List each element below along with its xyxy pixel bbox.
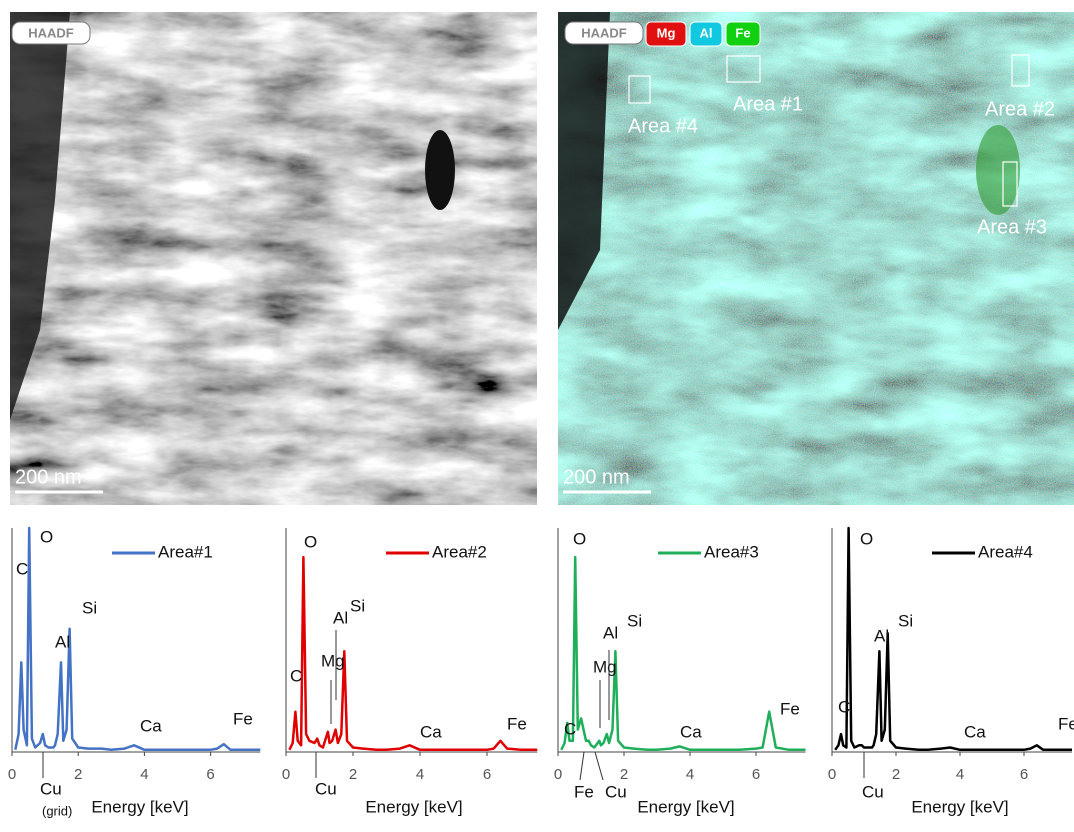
leader-line xyxy=(580,752,584,780)
peak-label: Ca xyxy=(680,722,702,741)
peak-label: Si xyxy=(627,611,642,630)
eds-map: HAADF Mg Al Fe 200 nm xyxy=(558,12,1074,505)
peak-label: Si xyxy=(898,611,913,630)
peak-label: Fe xyxy=(574,782,594,801)
region-label: Area #2 xyxy=(985,98,1055,120)
x-tick-label: 2 xyxy=(74,766,82,783)
x-axis-label: Energy [keV] xyxy=(637,797,734,816)
x-tick-label: 2 xyxy=(892,766,900,783)
region-label: Area #4 xyxy=(628,115,698,137)
x-tick-label: 4 xyxy=(956,766,964,783)
peak-label: O xyxy=(573,529,586,548)
peak-label: Mg xyxy=(593,657,617,676)
peak-label: Ca xyxy=(964,722,986,741)
spectrum-line xyxy=(15,528,260,750)
x-tick-label: 6 xyxy=(752,766,760,783)
peak-label: Fe xyxy=(233,709,253,728)
x-tick-label: 6 xyxy=(1020,766,1028,783)
figure: HAADF 200 nm HAADF Mg Al Fe 200 nm Area … xyxy=(0,0,1074,827)
x-tick-label: 0 xyxy=(282,766,290,783)
peak-label: C xyxy=(564,719,576,738)
x-tick-label: 0 xyxy=(554,766,562,783)
x-tick-label: 0 xyxy=(828,766,836,783)
x-tick-label: 2 xyxy=(349,766,357,783)
spectrum-line xyxy=(561,557,805,750)
label: HAADF xyxy=(581,25,627,40)
label: Al xyxy=(700,25,713,40)
scale-bar-label: 200 nm xyxy=(15,466,82,488)
x-tick-label: 6 xyxy=(483,766,491,783)
x-axis-label: Energy [keV] xyxy=(91,797,188,816)
peak-label: Al xyxy=(333,608,348,627)
fe-rich xyxy=(976,125,1020,215)
pore xyxy=(425,130,455,210)
x-tick-label: 4 xyxy=(140,766,148,783)
peak-label: C xyxy=(838,697,850,716)
peak-label: Fe xyxy=(780,699,800,718)
region-label: Area #3 xyxy=(977,216,1047,238)
label: Fe xyxy=(735,25,750,40)
legend-label: Area#1 xyxy=(158,542,213,561)
peak-label: Cu xyxy=(862,782,884,801)
peak-label: Cu xyxy=(40,779,62,798)
peak-label: C xyxy=(16,559,28,578)
peak-label: (grid) xyxy=(42,803,72,818)
x-tick-label: 4 xyxy=(686,766,694,783)
peak-label: Si xyxy=(350,596,365,615)
leader-line xyxy=(595,752,603,780)
peak-label: O xyxy=(860,529,873,548)
x-axis-label: Energy [keV] xyxy=(911,797,1008,816)
peak-label: Ca xyxy=(140,716,162,735)
x-axis-label: Energy [keV] xyxy=(365,797,462,816)
x-tick-label: 0 xyxy=(8,766,16,783)
label: HAADF xyxy=(28,25,74,40)
peak-label: O xyxy=(304,532,317,551)
peak-label: Fe xyxy=(507,714,527,733)
peak-label: Mg xyxy=(321,651,345,670)
peak-label: Fe xyxy=(1058,714,1074,733)
peak-label: Cu xyxy=(605,782,627,801)
peak-label: C xyxy=(290,666,302,685)
scale-bar-label: 200 nm xyxy=(563,466,630,488)
peak-label: Al xyxy=(55,632,70,651)
legend-label: Area#2 xyxy=(432,542,487,561)
x-tick-label: 2 xyxy=(620,766,628,783)
haadf-image: HAADF 200 nm xyxy=(10,12,537,505)
peak-label: Ca xyxy=(420,722,442,741)
spectrum-line xyxy=(835,528,1072,750)
peak-label: Al xyxy=(874,626,889,645)
micrograph xyxy=(10,12,537,505)
peak-label: Al xyxy=(603,623,618,642)
peak-label: Si xyxy=(82,598,97,617)
peak-label: Cu xyxy=(315,779,337,798)
x-tick-label: 6 xyxy=(206,766,214,783)
region-label: Area #1 xyxy=(733,93,803,115)
peak-label: O xyxy=(40,527,53,546)
label: Mg xyxy=(657,25,676,40)
micrograph xyxy=(558,12,1074,505)
x-tick-label: 4 xyxy=(416,766,424,783)
legend-label: Area#3 xyxy=(704,542,759,561)
legend-label: Area#4 xyxy=(978,542,1033,561)
